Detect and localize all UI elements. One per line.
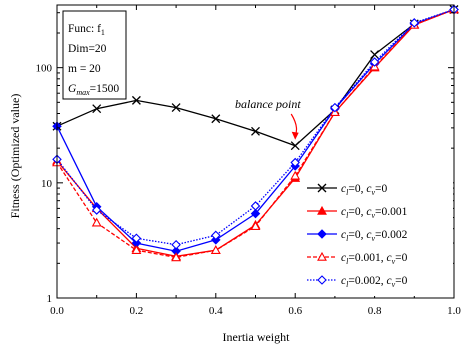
data-point-marker (317, 251, 327, 261)
data-point-marker (250, 201, 261, 211)
data-point-marker (290, 157, 300, 168)
y-tick-label: 1 (47, 293, 53, 305)
legend-label: cl=0.001, cv=0 (341, 252, 408, 266)
data-point-marker (409, 18, 420, 28)
y-tick-label: 100 (36, 63, 53, 75)
x-tick-label: 0.6 (288, 305, 302, 317)
series (52, 5, 459, 151)
data-point-marker (131, 245, 142, 254)
series (52, 4, 459, 250)
data-point-marker (210, 245, 221, 254)
x-tick-label: 0.0 (50, 305, 64, 317)
info-box: Func: f1 Dim=20 m = 20 Gmax=1500 (62, 10, 127, 100)
y-tick-label: 10 (41, 178, 53, 190)
legend-item: cl=0, cv=0.002 (307, 229, 408, 243)
data-point-marker (131, 233, 142, 244)
data-point-marker (131, 95, 141, 105)
legend-item: cl=0, cv=0.001 (307, 205, 408, 220)
data-point-marker (250, 221, 261, 230)
x-tick-label: 0.2 (130, 305, 144, 317)
y-axis-title: Fitness (Optimized value) (8, 94, 22, 219)
legend-label: cl=0, cv=0.001 (341, 206, 408, 220)
data-point-marker (251, 126, 260, 136)
legend-label: cl=0, cv=0.002 (341, 229, 408, 243)
data-point-marker (211, 230, 221, 241)
legend-label: cl=0, cv=0 (341, 183, 388, 197)
legend-item: cl=0.002, cv=0 (307, 275, 408, 289)
legend-label: cl=0.002, cv=0 (341, 275, 408, 289)
x-tick-label: 0.8 (368, 305, 382, 317)
annotation-arrow-head (291, 131, 299, 140)
data-point-marker (317, 229, 327, 239)
data-point-marker (91, 217, 102, 227)
x-tick-label: 0.4 (209, 305, 223, 317)
data-point-marker (317, 205, 327, 215)
info-dim: Dim=20 (68, 43, 107, 55)
data-point-marker (211, 114, 221, 124)
legend-item: cl=0.001, cv=0 (307, 251, 408, 266)
x-tick-label: 1.0 (447, 305, 461, 317)
legend-item: cl=0, cv=0 (307, 183, 388, 197)
data-point-marker (91, 205, 102, 215)
data-point-marker (171, 252, 182, 262)
series-layer (52, 4, 459, 262)
balance-point-annotation: balance point (235, 97, 301, 140)
data-point-marker (369, 57, 380, 67)
data-point-marker (92, 104, 102, 114)
x-axis-title: Inertia weight (223, 330, 291, 344)
data-point-marker (250, 208, 261, 219)
data-point-marker (317, 275, 327, 285)
axis-ticks: 0.0 0.2 0.4 0.6 0.8 1.0 1 10 100 (36, 5, 461, 317)
data-point-marker (330, 102, 340, 113)
data-point-marker (290, 141, 300, 151)
data-point-marker (290, 170, 301, 180)
annotation-text: balance point (235, 97, 301, 111)
data-point-marker (317, 183, 327, 193)
data-point-marker (171, 103, 181, 113)
info-func: Func: f1 (68, 23, 105, 37)
legend: cl=0, cv=0 cl=0, cv=0.001 cl=0, cv=0.002 cl… (302, 176, 453, 296)
data-point-marker (370, 50, 380, 59)
info-gmax: Gmax=1500 (68, 83, 119, 97)
data-point-marker (171, 239, 181, 250)
info-m: m = 20 (68, 63, 101, 75)
